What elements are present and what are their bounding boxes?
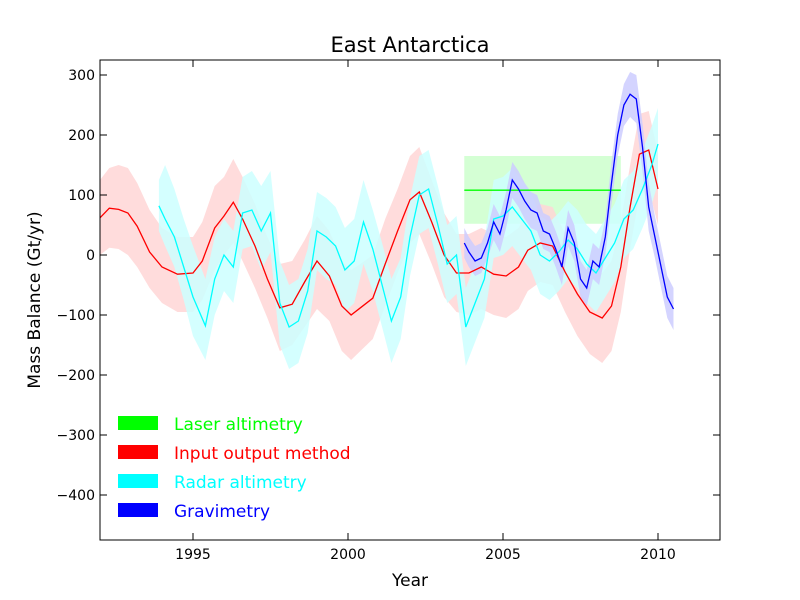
plot-frame — [99, 59, 721, 541]
x-tick-label: 2010 — [640, 547, 676, 563]
laser-altimetry-legend-swatch — [118, 416, 158, 430]
legend: Laser altimetry Input output method Radar … — [118, 415, 351, 522]
y-tick-label: 300 — [68, 68, 95, 84]
input-output-method-legend-label: Input output method — [174, 444, 351, 464]
radar-altimetry-line — [158, 143, 659, 328]
x-tick-label: 2005 — [485, 547, 521, 563]
input-output-method-line — [100, 149, 659, 319]
y-tick-label: −200 — [57, 368, 95, 384]
x-axis-label: Year — [391, 571, 428, 591]
laser-altimetry-legend-label: Laser altimetry — [174, 415, 303, 435]
radar-altimetry-band — [158, 108, 658, 369]
gravimetry-line — [463, 93, 675, 310]
x-tick-label: 2000 — [330, 547, 366, 563]
y-tick-label: −100 — [57, 308, 95, 324]
y-tick-label: 0 — [86, 248, 95, 264]
radar-altimetry-legend-swatch — [118, 474, 158, 488]
gravimetry-band — [464, 72, 674, 330]
axis-ticks — [100, 60, 720, 540]
y-tick-label: 200 — [68, 128, 95, 144]
gravimetry-legend-swatch — [118, 503, 158, 517]
y-tick-label: −400 — [57, 488, 95, 504]
input-output-method-legend-swatch — [118, 445, 158, 459]
chart-title: East Antarctica — [331, 33, 490, 57]
y-axis-label: Mass Balance (Gt/yr) — [25, 211, 45, 388]
axis-tick-labels: 1995 2000 2005 2010 −400 −300 −200 −100 0 100 200 3… — [57, 68, 676, 563]
y-tick-label: −300 — [57, 428, 95, 444]
gravimetry-legend-label: Gravimetry — [174, 502, 270, 522]
x-tick-label: 1995 — [175, 547, 211, 563]
y-tick-label: 100 — [68, 188, 95, 204]
series-lines — [100, 93, 675, 328]
radar-altimetry-legend-label: Radar altimetry — [174, 473, 307, 493]
